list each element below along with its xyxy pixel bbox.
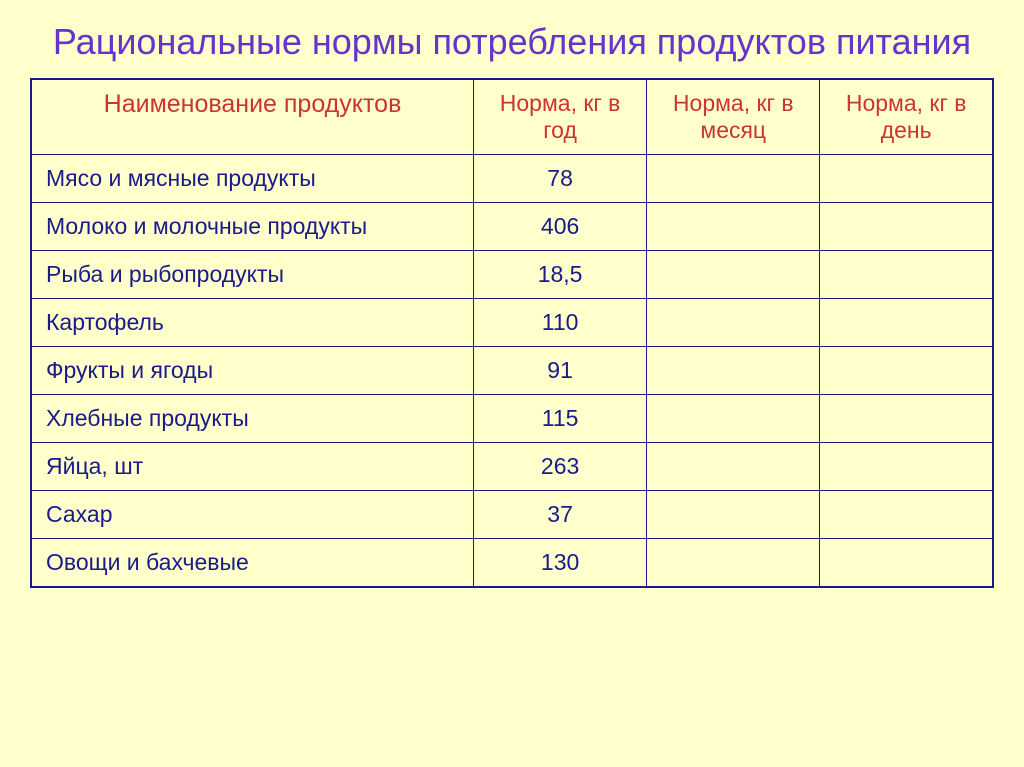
product-name: Яйца, шт (31, 443, 474, 491)
consumption-norms-table: Наименование продуктов Норма, кг в год Н… (30, 78, 994, 588)
value-month (647, 203, 820, 251)
value-year: 91 (474, 347, 647, 395)
col-header-product: Наименование продуктов (31, 79, 474, 155)
value-month (647, 539, 820, 588)
page-title: Рациональные нормы потребления продуктов… (30, 20, 994, 63)
col-header-year: Норма, кг в год (474, 79, 647, 155)
table-header-row: Наименование продуктов Норма, кг в год Н… (31, 79, 993, 155)
value-month (647, 491, 820, 539)
table-row: Картофель 110 (31, 299, 993, 347)
product-name: Овощи и бахчевые (31, 539, 474, 588)
product-name: Картофель (31, 299, 474, 347)
table-row: Овощи и бахчевые 130 (31, 539, 993, 588)
value-day (820, 395, 993, 443)
value-day (820, 491, 993, 539)
value-day (820, 539, 993, 588)
value-year: 115 (474, 395, 647, 443)
value-month (647, 251, 820, 299)
value-year: 110 (474, 299, 647, 347)
col-header-month: Норма, кг в месяц (647, 79, 820, 155)
value-month (647, 443, 820, 491)
value-month (647, 299, 820, 347)
value-year: 263 (474, 443, 647, 491)
value-day (820, 155, 993, 203)
product-name: Молоко и молочные продукты (31, 203, 474, 251)
value-month (647, 347, 820, 395)
table-row: Молоко и молочные продукты 406 (31, 203, 993, 251)
table-row: Яйца, шт 263 (31, 443, 993, 491)
value-year: 37 (474, 491, 647, 539)
product-name: Рыба и рыбопродукты (31, 251, 474, 299)
table-row: Мясо и мясные продукты 78 (31, 155, 993, 203)
table-row: Сахар 37 (31, 491, 993, 539)
value-day (820, 443, 993, 491)
value-day (820, 203, 993, 251)
value-year: 406 (474, 203, 647, 251)
product-name: Фрукты и ягоды (31, 347, 474, 395)
value-day (820, 251, 993, 299)
product-name: Мясо и мясные продукты (31, 155, 474, 203)
product-name: Сахар (31, 491, 474, 539)
product-name: Хлебные продукты (31, 395, 474, 443)
table-row: Рыба и рыбопродукты 18,5 (31, 251, 993, 299)
value-day (820, 347, 993, 395)
value-month (647, 155, 820, 203)
col-header-day: Норма, кг в день (820, 79, 993, 155)
value-day (820, 299, 993, 347)
value-year: 18,5 (474, 251, 647, 299)
value-month (647, 395, 820, 443)
value-year: 130 (474, 539, 647, 588)
table-row: Хлебные продукты 115 (31, 395, 993, 443)
table-row: Фрукты и ягоды 91 (31, 347, 993, 395)
value-year: 78 (474, 155, 647, 203)
